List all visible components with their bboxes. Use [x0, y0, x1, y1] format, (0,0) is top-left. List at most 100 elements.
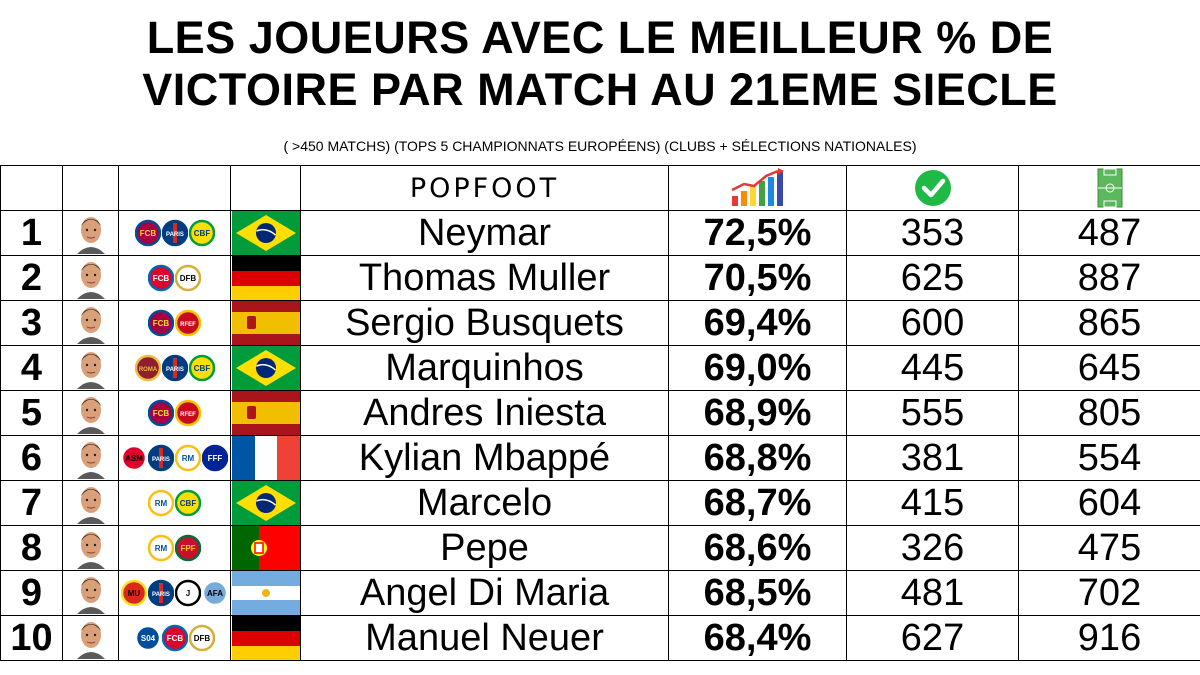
photo-cell — [62, 300, 119, 346]
svg-text:J: J — [186, 589, 190, 598]
rank-cell: 6 — [0, 435, 63, 481]
clubs-cell: S04 FCB DFB — [118, 615, 231, 661]
svg-text:RFEF: RFEF — [180, 412, 196, 418]
header-brand: POPFOOT — [300, 165, 669, 211]
header-clubs — [118, 165, 231, 211]
germany-flag-icon — [231, 616, 300, 660]
table-row: 2 FCB DFB Thomas Muller 70,5% 625 887 — [0, 255, 1200, 301]
table-header-row: POPFOOT — [0, 165, 1200, 211]
wins-count: 555 — [846, 390, 1019, 436]
table-row: 9 MU PARIS J AFA Angel Di Maria 68,5% 481 702 — [0, 570, 1200, 616]
clubs-cell: FCB RFEF — [118, 390, 231, 436]
spain-crest-icon: RFEF — [175, 309, 201, 337]
wins-count: 481 — [846, 570, 1019, 616]
table-row: 4 ROMA PARIS CBF Marquinhos 69,0% 445 645 — [0, 345, 1200, 391]
matches-count: 645 — [1018, 345, 1200, 391]
svg-text:S04: S04 — [140, 634, 155, 643]
clubs-cell: MU PARIS J AFA — [118, 570, 231, 616]
flag-cell — [230, 345, 301, 391]
player-photo-icon — [76, 577, 105, 614]
matches-count: 604 — [1018, 480, 1200, 526]
clubs-cell: FCB RFEF — [118, 300, 231, 346]
barca-crest-icon: FCB — [148, 309, 174, 337]
argentina-flag-icon — [231, 571, 300, 615]
matches-count: 475 — [1018, 525, 1200, 571]
table-row: 5 FCB RFEF Andres Iniesta 68,9% 555 805 — [0, 390, 1200, 436]
player-name: Marquinhos — [300, 345, 669, 391]
photo-cell — [62, 570, 119, 616]
svg-text:FCB: FCB — [139, 229, 156, 238]
flag-cell — [230, 390, 301, 436]
svg-text:FCB: FCB — [153, 319, 170, 328]
svg-text:PARIS: PARIS — [166, 367, 184, 373]
roma-crest-icon: ROMA — [134, 354, 161, 382]
psg-crest-icon: PARIS — [148, 444, 174, 472]
spain-flag-icon — [231, 301, 300, 345]
player-name: Neymar — [300, 210, 669, 256]
win-percentage: 69,0% — [668, 345, 847, 391]
page-title: LES JOUEURS AVEC LE MEILLEUR % DE VICTOI… — [0, 12, 1200, 116]
player-name: Manuel Neuer — [300, 615, 669, 661]
brazil-flag-icon — [231, 481, 300, 525]
win-percentage: 68,8% — [668, 435, 847, 481]
matches-count: 887 — [1018, 255, 1200, 301]
matches-count: 487 — [1018, 210, 1200, 256]
wins-count: 627 — [846, 615, 1019, 661]
france-crest-icon: FFF — [202, 444, 228, 472]
subtitle: ( >450 MATCHS) (TOPS 5 CHAMPIONNATS EURO… — [283, 138, 917, 154]
football-pitch-icon — [1097, 168, 1122, 208]
header-photo — [62, 165, 119, 211]
barca-crest-icon: FCB — [148, 399, 174, 427]
rank-cell: 3 — [0, 300, 63, 346]
flag-cell — [230, 300, 301, 346]
rank-cell: 7 — [0, 480, 63, 526]
clubs-cell: RM FPF — [118, 525, 231, 571]
manutd-crest-icon: MU — [121, 579, 147, 607]
player-name: Sergio Busquets — [300, 300, 669, 346]
header-pct — [668, 165, 847, 211]
flag-cell — [230, 615, 301, 661]
real-crest-icon: RM — [175, 444, 201, 472]
player-photo-icon — [76, 217, 105, 254]
barca-crest-icon: FCB — [134, 219, 161, 247]
brasil-crest-icon: CBF — [175, 489, 201, 517]
france-flag-icon — [231, 436, 300, 480]
title-line-1: LES JOUEURS AVEC LE MEILLEUR % DE — [146, 12, 1054, 63]
svg-text:CBF: CBF — [180, 499, 197, 508]
svg-text:ROMA: ROMA — [138, 367, 157, 373]
win-percentage: 68,4% — [668, 615, 847, 661]
check-circle-icon — [914, 170, 951, 206]
germany-crest-icon: DFB — [188, 624, 215, 652]
flag-cell — [230, 480, 301, 526]
header-matches — [1018, 165, 1200, 211]
svg-text:ASM: ASM — [125, 454, 143, 463]
matches-count: 702 — [1018, 570, 1200, 616]
svg-text:FCB: FCB — [153, 409, 170, 418]
player-photo-icon — [76, 442, 105, 479]
photo-cell — [62, 435, 119, 481]
svg-text:FCB: FCB — [166, 634, 183, 643]
photo-cell — [62, 480, 119, 526]
player-name: Kylian Mbappé — [300, 435, 669, 481]
flag-cell — [230, 435, 301, 481]
table-row: 7 RM CBF Marcelo 68,7% 415 604 — [0, 480, 1200, 526]
ranking-table: POPFOOT — [0, 165, 1200, 661]
table-row: 10 S04 FCB DFB Manuel Neuer 68,4% 627 916 — [0, 615, 1200, 661]
player-name: Marcelo — [300, 480, 669, 526]
spain-flag-icon — [231, 391, 300, 435]
brasil-crest-icon: CBF — [188, 219, 215, 247]
photo-cell — [62, 345, 119, 391]
photo-cell — [62, 390, 119, 436]
rank-cell: 5 — [0, 390, 63, 436]
table-row: 1 FCB PARIS CBF Neymar 72,5% 353 487 — [0, 210, 1200, 256]
portugal-flag-icon — [231, 526, 300, 570]
svg-text:RM: RM — [182, 454, 195, 463]
player-photo-icon — [76, 397, 105, 434]
svg-text:CBF: CBF — [193, 229, 210, 238]
table-row: 6 ASM PARIS RM FFF Kylian Mbappé 68,8% 381 554 — [0, 435, 1200, 481]
svg-text:DFB: DFB — [193, 634, 210, 643]
clubs-cell: ROMA PARIS CBF — [118, 345, 231, 391]
flag-cell — [230, 570, 301, 616]
win-percentage: 68,7% — [668, 480, 847, 526]
